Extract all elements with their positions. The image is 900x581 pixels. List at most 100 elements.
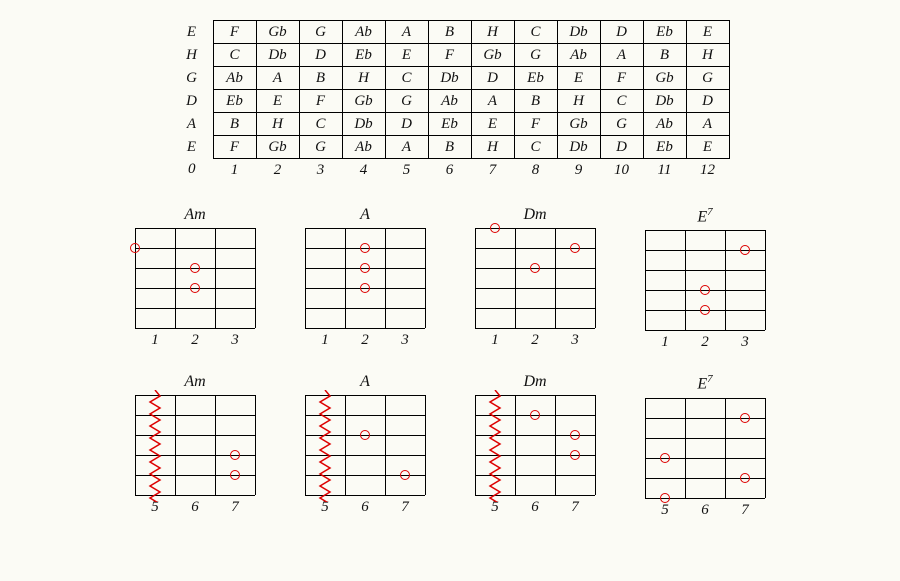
fret-number: 1: [213, 159, 256, 182]
fret-cell: Eb: [514, 67, 557, 90]
chord-title: Am: [125, 373, 265, 391]
fret-cell: C: [385, 67, 428, 90]
chord-title: E7: [635, 206, 775, 226]
fret-label: 2: [361, 332, 369, 349]
finger-dot: [190, 263, 200, 273]
fret-label: 2: [531, 332, 539, 349]
finger-dot: [190, 283, 200, 293]
fret-cell: B: [428, 136, 471, 159]
fret-number: 9: [557, 159, 600, 182]
finger-dot: [570, 450, 580, 460]
fret-label: 6: [701, 502, 709, 519]
fret-cell: Gb: [342, 90, 385, 113]
fret-label: 3: [571, 332, 579, 349]
fret-number: 6: [428, 159, 471, 182]
barre-indicator: [148, 390, 162, 502]
fret-label: 3: [231, 332, 239, 349]
chord-diagram: Am567: [125, 373, 265, 518]
finger-dot: [570, 243, 580, 253]
fret-cell: G: [600, 113, 643, 136]
fret-cell: B: [213, 113, 256, 136]
chord-row: Am123A123Dm123E7123: [110, 206, 790, 351]
chord-name: E: [697, 376, 707, 393]
fret-cell: A: [385, 136, 428, 159]
fretboard-table: EFGbGAbABHCDbDEbEHCDbDEbEFGbGAbABHGAbABH…: [171, 20, 730, 181]
fret-label: 2: [701, 334, 709, 351]
fret-cell: Ab: [557, 44, 600, 67]
fret-labels: 1 2 3: [475, 332, 595, 349]
finger-dot: [130, 243, 140, 253]
fret-cell: H: [256, 113, 299, 136]
finger-dot: [570, 430, 580, 440]
fret-number: 10: [600, 159, 643, 182]
fret-cell: Gb: [643, 67, 686, 90]
fret-label: 1: [151, 332, 159, 349]
fret-label: 3: [741, 334, 749, 351]
finger-dot: [660, 493, 670, 503]
fret-number: 3: [299, 159, 342, 182]
finger-dot: [400, 470, 410, 480]
chord-title: A: [295, 206, 435, 224]
fret-number: 4: [342, 159, 385, 182]
chord-grid: [305, 395, 425, 495]
fret-cell: F: [428, 44, 471, 67]
chord-name: Am: [184, 373, 205, 390]
chord-grid: [645, 398, 765, 498]
fret-cell: E: [256, 90, 299, 113]
fret-cell: H: [557, 90, 600, 113]
fret-label: 6: [531, 499, 539, 516]
fret-label: 5: [491, 499, 499, 516]
fret-cell: A: [471, 90, 514, 113]
fret-cell: E: [471, 113, 514, 136]
fret-cell: B: [428, 21, 471, 44]
fret-cell: D: [686, 90, 729, 113]
fret-cell: Ab: [213, 67, 256, 90]
fret-cell: B: [643, 44, 686, 67]
fret-number: 2: [256, 159, 299, 182]
fret-cell: Ab: [342, 136, 385, 159]
fret-label: 1: [491, 332, 499, 349]
fret-number: 0: [171, 159, 214, 182]
chord-title: Am: [125, 206, 265, 224]
fret-cell: F: [213, 136, 256, 159]
fret-cell: E: [686, 136, 729, 159]
chord-name: A: [360, 206, 370, 223]
fret-cell: F: [299, 90, 342, 113]
fret-cell: Db: [342, 113, 385, 136]
chord-grid: [475, 395, 595, 495]
open-note: A: [171, 113, 214, 136]
chord-title: E7: [635, 373, 775, 393]
fret-cell: C: [299, 113, 342, 136]
fret-cell: A: [600, 44, 643, 67]
finger-dot: [660, 453, 670, 463]
fret-cell: E: [385, 44, 428, 67]
fret-cell: Ab: [428, 90, 471, 113]
finger-dot: [230, 470, 240, 480]
finger-dot: [230, 450, 240, 460]
fret-label: 5: [151, 499, 159, 516]
fret-cell: G: [299, 136, 342, 159]
chord-diagram: Dm567: [465, 373, 605, 518]
finger-dot: [360, 283, 370, 293]
fretboard-body: EFGbGAbABHCDbDEbEHCDbDEbEFGbGAbABHGAbABH…: [171, 21, 730, 182]
fret-cell: D: [600, 21, 643, 44]
fret-cell: H: [471, 136, 514, 159]
fret-cell: H: [342, 67, 385, 90]
fret-cell: Db: [557, 21, 600, 44]
finger-dot: [530, 263, 540, 273]
finger-dot: [360, 263, 370, 273]
fret-cell: Db: [643, 90, 686, 113]
fret-labels: 567: [305, 499, 425, 516]
finger-dot: [360, 430, 370, 440]
fret-label: 7: [571, 499, 579, 516]
finger-dot: [740, 245, 750, 255]
fret-label: 6: [361, 499, 369, 516]
chord-grid: [135, 228, 255, 328]
finger-dot: [700, 285, 710, 295]
fret-number: 5: [385, 159, 428, 182]
fret-cell: H: [471, 21, 514, 44]
fret-cell: F: [600, 67, 643, 90]
barre-indicator: [488, 390, 502, 502]
fret-cell: G: [514, 44, 557, 67]
fret-cell: Gb: [557, 113, 600, 136]
